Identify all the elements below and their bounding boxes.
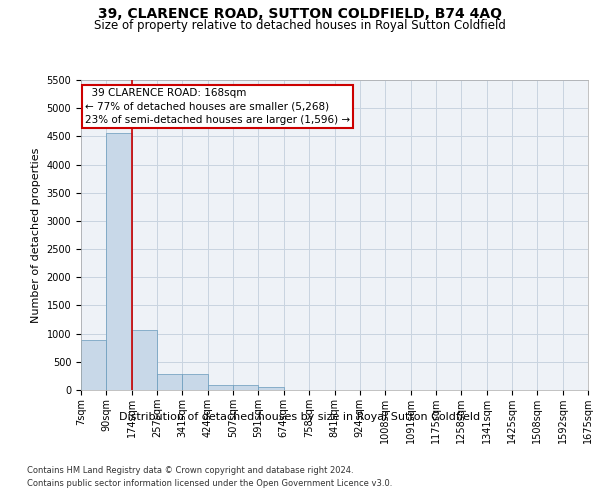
Text: 39 CLARENCE ROAD: 168sqm  
← 77% of detached houses are smaller (5,268)
23% of s: 39 CLARENCE ROAD: 168sqm ← 77% of detach… <box>85 88 350 125</box>
Y-axis label: Number of detached properties: Number of detached properties <box>31 148 41 322</box>
Bar <box>81 340 106 390</box>
Bar <box>233 385 259 390</box>
Text: Contains public sector information licensed under the Open Government Licence v3: Contains public sector information licen… <box>27 479 392 488</box>
Bar <box>182 374 208 390</box>
Text: Contains HM Land Registry data © Crown copyright and database right 2024.: Contains HM Land Registry data © Crown c… <box>27 466 353 475</box>
Bar <box>208 385 233 390</box>
Bar <box>106 133 132 390</box>
Text: Size of property relative to detached houses in Royal Sutton Coldfield: Size of property relative to detached ho… <box>94 19 506 32</box>
Text: 39, CLARENCE ROAD, SUTTON COLDFIELD, B74 4AQ: 39, CLARENCE ROAD, SUTTON COLDFIELD, B74… <box>98 8 502 22</box>
Bar <box>132 330 157 390</box>
Bar <box>259 387 284 390</box>
Bar <box>157 374 182 390</box>
Text: Distribution of detached houses by size in Royal Sutton Coldfield: Distribution of detached houses by size … <box>119 412 481 422</box>
